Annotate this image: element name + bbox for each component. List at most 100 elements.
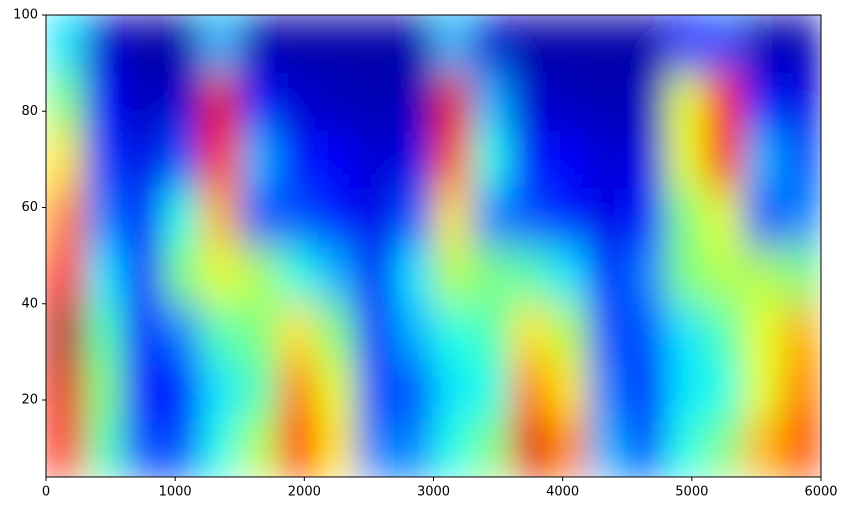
heatmap-cell bbox=[471, 187, 512, 247]
heatmap-cell bbox=[588, 303, 628, 362]
heatmap-cell bbox=[549, 245, 589, 305]
heatmap-cell bbox=[743, 187, 783, 247]
heatmap-cell bbox=[316, 15, 357, 74]
heatmap-cell bbox=[161, 72, 202, 131]
heatmap-cell bbox=[239, 72, 279, 131]
heatmap-cell bbox=[471, 245, 512, 305]
heatmap-cell bbox=[471, 303, 512, 362]
heatmap-cell bbox=[278, 72, 318, 131]
heatmap-cell bbox=[84, 15, 124, 74]
heatmap-cell bbox=[316, 130, 357, 189]
heatmap-cell bbox=[781, 303, 821, 362]
y-tick-label: 60 bbox=[21, 200, 38, 215]
heatmap-cell bbox=[433, 418, 473, 477]
heatmap-cell bbox=[316, 418, 357, 477]
heatmap-cell bbox=[394, 15, 434, 74]
heatmap-cell bbox=[394, 303, 434, 362]
heatmap-cell bbox=[704, 245, 744, 305]
heatmap-cell bbox=[471, 130, 512, 189]
heatmap-cell bbox=[433, 72, 473, 131]
heatmap-cell bbox=[316, 303, 357, 362]
heatmap-cell bbox=[549, 361, 589, 420]
heatmap-cell bbox=[626, 303, 667, 362]
heatmap-cell bbox=[355, 130, 396, 189]
heatmap-cell bbox=[355, 15, 396, 74]
heatmap-cell bbox=[161, 15, 202, 74]
heatmap-cell bbox=[626, 130, 667, 189]
heatmap-cell bbox=[665, 245, 706, 305]
heatmap-cell bbox=[743, 245, 783, 305]
heatmap-cell bbox=[588, 130, 628, 189]
heatmap-cell bbox=[665, 303, 706, 362]
heatmap-cell bbox=[665, 418, 706, 477]
heatmap-cell bbox=[46, 361, 86, 420]
heatmap-cell bbox=[510, 187, 551, 247]
heatmap-cell bbox=[200, 361, 241, 420]
heatmap-cell bbox=[471, 361, 512, 420]
heatmap-cell bbox=[743, 15, 783, 74]
heatmap-cell bbox=[781, 15, 821, 74]
heatmap-cell bbox=[316, 361, 357, 420]
heatmap-cell bbox=[46, 245, 86, 305]
heatmap-cell bbox=[355, 187, 396, 247]
heatmap-cell bbox=[316, 72, 357, 131]
heatmap-cell bbox=[355, 303, 396, 362]
heatmap-cell bbox=[471, 72, 512, 131]
heatmap-cell bbox=[161, 361, 202, 420]
heatmap-cell bbox=[549, 130, 589, 189]
heatmap-cell bbox=[355, 245, 396, 305]
heatmap-cell bbox=[743, 130, 783, 189]
heatmap-cell bbox=[123, 72, 163, 131]
heatmap-cell bbox=[665, 15, 706, 74]
heatmap-cell bbox=[704, 361, 744, 420]
heatmap-cell bbox=[588, 72, 628, 131]
heatmap-cell bbox=[46, 418, 86, 477]
heatmap-cell bbox=[626, 361, 667, 420]
heatmap-cell bbox=[84, 245, 124, 305]
heatmap-cell bbox=[123, 303, 163, 362]
heatmap-cell bbox=[161, 245, 202, 305]
heatmap-cell bbox=[123, 15, 163, 74]
x-tick-label: 0 bbox=[42, 485, 50, 500]
heatmap-cell bbox=[46, 130, 86, 189]
heatmap-cell bbox=[239, 130, 279, 189]
heatmap-cell bbox=[704, 303, 744, 362]
heatmap-cell bbox=[84, 72, 124, 131]
heatmap-cell bbox=[665, 187, 706, 247]
heatmap-cell bbox=[394, 130, 434, 189]
heatmap-cell bbox=[84, 187, 124, 247]
heatmap-cell bbox=[626, 15, 667, 74]
heatmap-cell bbox=[471, 418, 512, 477]
y-tick-label: 80 bbox=[21, 104, 38, 119]
heatmap-cell bbox=[510, 130, 551, 189]
x-tick-label: 4000 bbox=[546, 485, 579, 500]
heatmap-cell bbox=[355, 72, 396, 131]
heatmap-cell bbox=[394, 418, 434, 477]
x-tick-label: 6000 bbox=[804, 485, 837, 500]
heatmap-cell bbox=[161, 130, 202, 189]
heatmap-cell bbox=[161, 303, 202, 362]
heatmap-cell bbox=[743, 361, 783, 420]
heatmap-cell bbox=[781, 72, 821, 131]
heatmap-cell bbox=[278, 187, 318, 247]
heatmap bbox=[46, 15, 821, 477]
heatmap-cell bbox=[433, 245, 473, 305]
heatmap-cell bbox=[278, 130, 318, 189]
heatmap-cell bbox=[278, 361, 318, 420]
heatmap-cell bbox=[626, 418, 667, 477]
heatmap-cell bbox=[433, 187, 473, 247]
heatmap-cell bbox=[588, 15, 628, 74]
heatmap-cell bbox=[239, 187, 279, 247]
heatmap-cell bbox=[626, 187, 667, 247]
heatmap-cell bbox=[200, 418, 241, 477]
heatmap-cell bbox=[510, 15, 551, 74]
heatmap-cell bbox=[200, 130, 241, 189]
heatmap-cell bbox=[433, 361, 473, 420]
heatmap-cell bbox=[278, 303, 318, 362]
heatmap-cell bbox=[433, 15, 473, 74]
heatmap-cell bbox=[316, 187, 357, 247]
heatmap-cell bbox=[200, 303, 241, 362]
heatmap-cell bbox=[704, 418, 744, 477]
heatmap-cell bbox=[200, 15, 241, 74]
heatmap-cell bbox=[433, 303, 473, 362]
